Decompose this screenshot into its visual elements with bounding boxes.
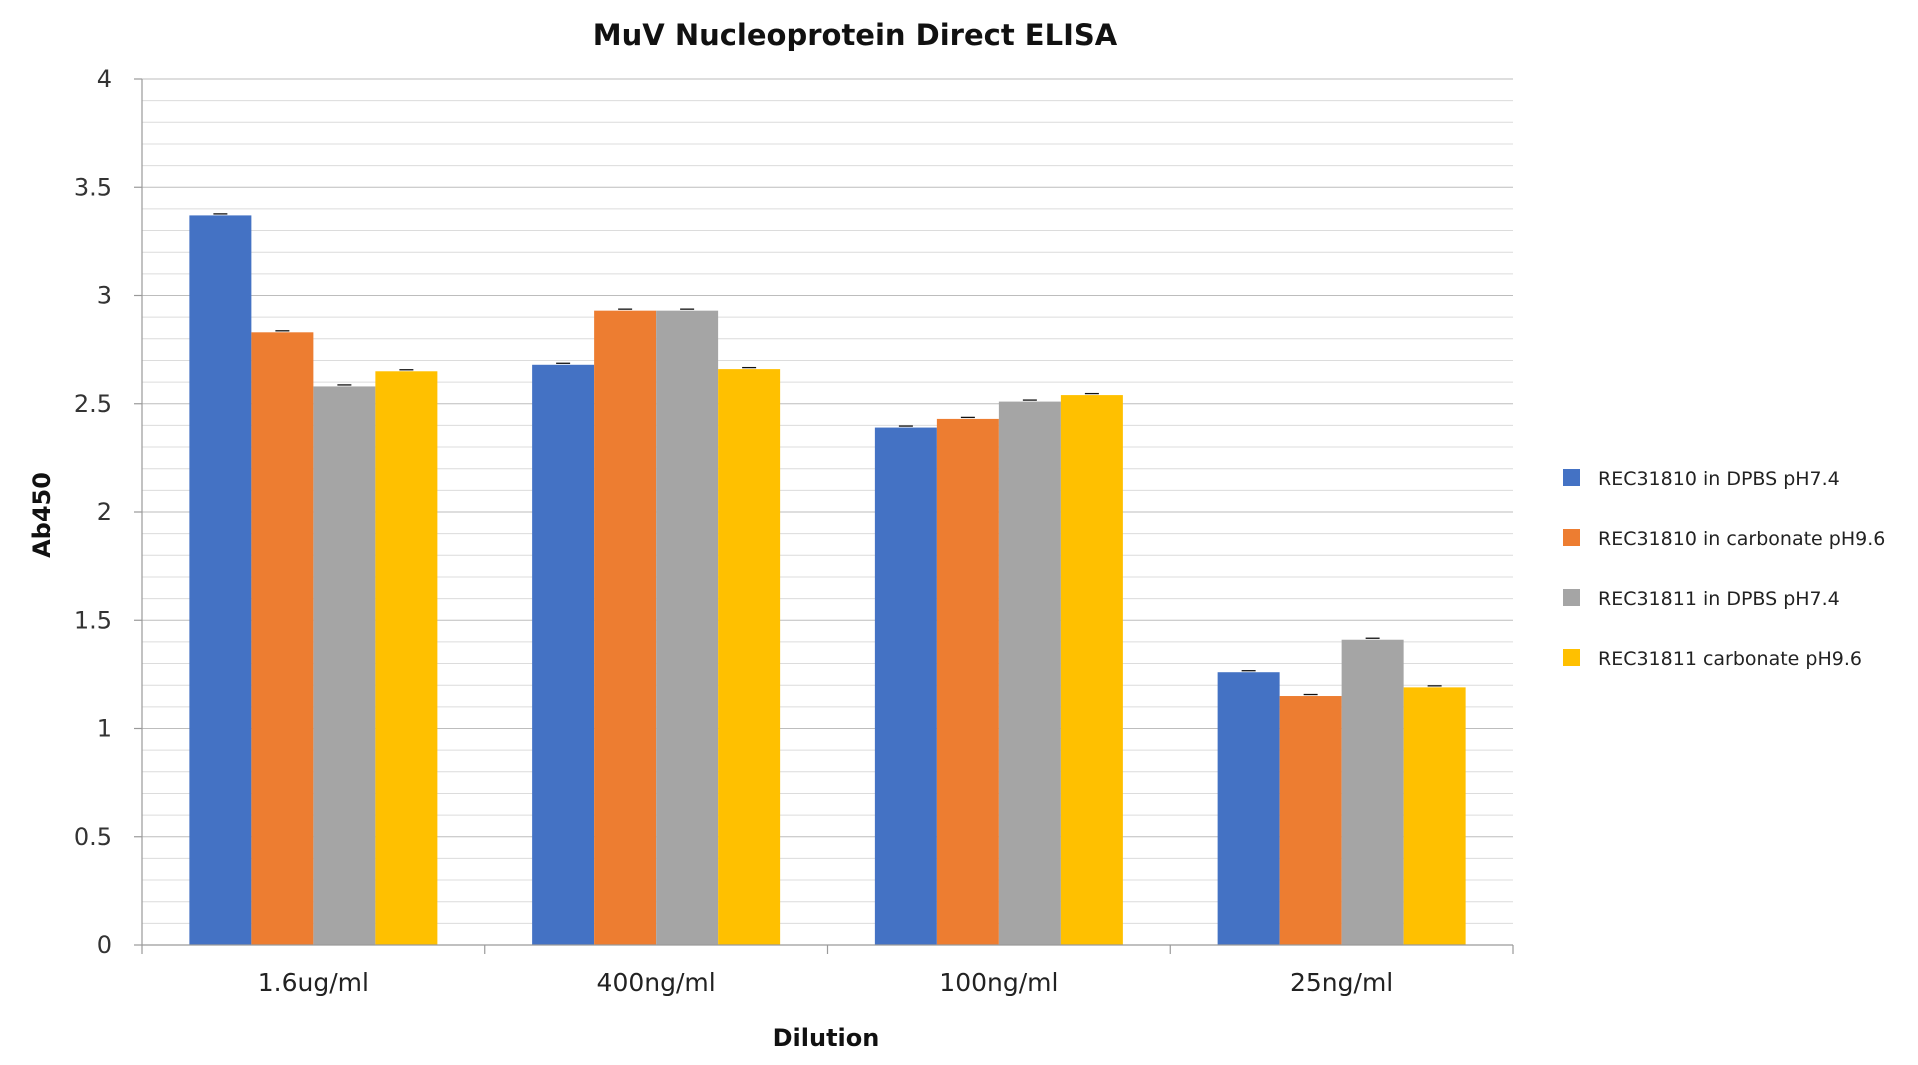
x-category-label: 100ng/ml	[939, 968, 1058, 997]
bar	[656, 310, 719, 945]
legend: REC31810 in DPBS pH7.4 REC31810 in carbon…	[1563, 468, 1885, 670]
y-tick-label: 0	[97, 931, 112, 959]
y-tick-label: 3.5	[74, 173, 112, 201]
bar	[1060, 395, 1123, 946]
x-category-label: 1.6ug/ml	[258, 968, 369, 997]
x-category-label: 25ng/ml	[1290, 968, 1393, 997]
legend-swatch	[1563, 469, 1580, 486]
bar	[936, 418, 999, 945]
legend-swatch	[1563, 649, 1580, 666]
x-category-label: 400ng/ml	[597, 968, 716, 997]
bar	[998, 401, 1061, 946]
x-category-labels: 1.6ug/ml 400ng/ml 100ng/ml 25ng/ml	[258, 968, 1393, 997]
y-tick-label: 4	[97, 65, 112, 93]
bar	[594, 310, 657, 945]
y-tick-label: 2.5	[74, 390, 112, 418]
legend-label: REC31810 in carbonate pH9.6	[1598, 528, 1885, 550]
legend-label: REC31811 carbonate pH9.6	[1598, 648, 1862, 670]
y-tick-label: 0.5	[74, 823, 112, 851]
legend-swatch	[1563, 529, 1580, 546]
y-tick-label: 2	[97, 498, 112, 526]
y-tick-label: 3	[97, 282, 112, 310]
bar	[1217, 672, 1280, 945]
bar	[189, 215, 252, 945]
legend-label: REC31811 in DPBS pH7.4	[1598, 588, 1840, 610]
bar	[1341, 639, 1404, 945]
axes	[134, 78, 1514, 954]
legend-label: REC31810 in DPBS pH7.4	[1598, 468, 1840, 490]
bar	[1279, 696, 1342, 945]
y-tick-label: 1.5	[74, 606, 112, 634]
bar	[375, 371, 438, 945]
bar	[251, 332, 314, 945]
bar	[313, 386, 376, 945]
bar	[718, 369, 781, 945]
chart-title: MuV Nucleoprotein Direct ELISA	[593, 18, 1118, 52]
y-axis-title: Ab450	[28, 472, 56, 558]
y-tick-label: 1	[97, 715, 112, 743]
bars	[189, 213, 1466, 946]
x-axis-title: Dilution	[773, 1024, 880, 1052]
bar	[532, 364, 595, 945]
bar	[874, 427, 937, 945]
y-tick-labels: 0 0.5 1 1.5 2 2.5 3 3.5 4	[74, 65, 112, 959]
legend-swatch	[1563, 589, 1580, 606]
bar	[1403, 687, 1466, 945]
